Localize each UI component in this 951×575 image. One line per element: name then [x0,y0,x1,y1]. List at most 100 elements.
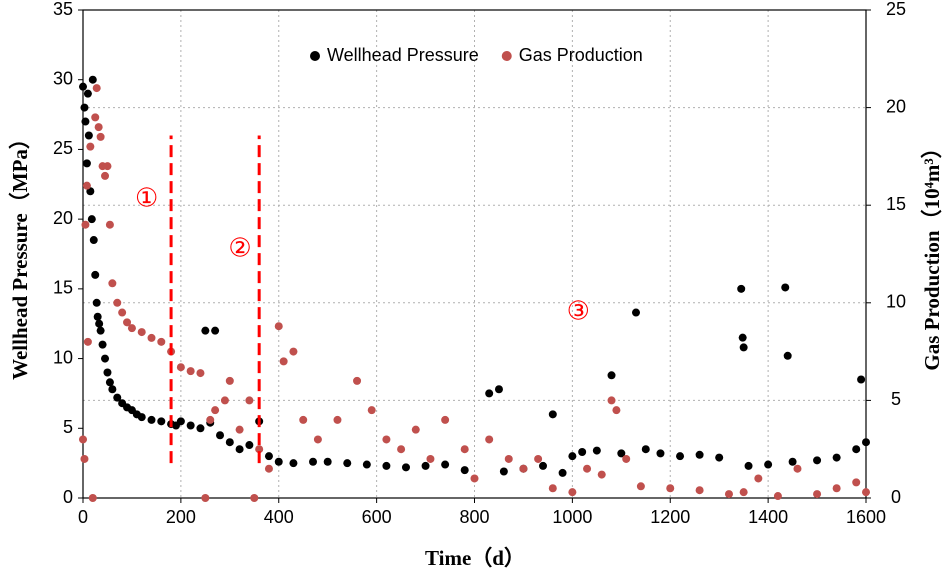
legend-marker [310,51,320,61]
data-point [666,484,675,493]
data-point [578,447,587,456]
data-point [617,449,626,458]
data-point [87,215,96,224]
data-point [323,457,332,466]
data-point [597,470,606,479]
data-point [206,415,215,424]
data-point [862,438,870,447]
y2-tick-label: 0 [891,487,901,507]
data-point [274,457,283,466]
data-point [813,490,822,499]
data-point [94,123,103,132]
data-point [548,484,557,493]
x-tick-label: 400 [264,507,294,527]
data-point [343,459,352,468]
data-point [695,450,704,459]
data-point [79,82,87,91]
data-point [738,333,747,342]
y2-tick-label: 25 [886,0,906,19]
data-point [401,463,410,472]
x-axis-title: Time（d） [425,546,525,570]
x-tick-label: 200 [166,507,196,527]
data-point [113,298,122,307]
data-point [411,425,420,434]
data-point [157,337,166,346]
data-point [494,385,503,394]
data-point [201,494,210,502]
data-point [118,308,127,317]
data-point [93,312,102,321]
data-point [548,410,557,419]
data-point [382,435,391,444]
data-point [426,454,435,463]
data-point [105,220,114,229]
data-point [539,461,548,470]
data-point [123,318,132,327]
data-point [92,298,101,307]
data-point [137,413,146,422]
data-point [103,162,112,171]
stage-label: ③ [567,295,590,325]
data-point [764,460,773,469]
data-point [101,171,110,180]
data-point [592,446,601,455]
data-point [186,367,195,376]
data-point [86,142,95,151]
data-point [211,326,220,335]
data-point [362,460,371,469]
data-point [255,445,264,454]
x-tick-label: 1600 [846,507,886,527]
data-point [82,159,91,168]
data-point [92,84,101,93]
data-point [108,279,117,288]
data-point [485,435,494,444]
data-point [737,284,746,293]
y-axis-title: Wellhead Pressure（MPa） [8,128,32,380]
data-point [196,369,205,378]
data-point [84,131,93,140]
data-point [147,333,156,342]
data-point [264,452,273,461]
y2-tick-label: 10 [886,292,906,312]
data-point [793,464,802,473]
legend-label: Gas Production [519,45,643,65]
data-point [852,478,861,487]
data-point [353,376,362,385]
data-point [813,456,822,465]
y-tick-label: 20 [53,208,73,228]
data-point [211,406,220,415]
data-point [108,385,117,394]
y-tick-label: 25 [53,138,73,158]
data-point [622,454,631,463]
data-point [441,415,450,424]
stage-label: ① [135,182,158,212]
data-point [91,113,100,122]
data-point [641,445,650,454]
data-point [82,181,91,190]
data-point [857,375,866,384]
data-point [83,89,92,98]
data-point [79,435,87,444]
x-tick-label: 0 [78,507,88,527]
data-point [220,396,229,405]
data-point [715,453,724,462]
data-point [103,368,112,377]
data-point [264,464,273,473]
data-point [499,467,508,476]
x-tick-label: 1000 [552,507,592,527]
data-point [676,452,685,461]
data-point [781,283,790,292]
y-tick-label: 0 [63,487,73,507]
data-point [216,431,225,440]
stage-label: ② [228,233,251,263]
data-point [382,461,391,470]
data-point [157,417,166,426]
data-point [568,488,577,497]
data-point [558,468,567,477]
data-point [245,441,254,450]
y-tick-label: 30 [53,68,73,88]
data-point [113,393,122,402]
y-tick-label: 10 [53,347,73,367]
data-point [88,494,97,502]
